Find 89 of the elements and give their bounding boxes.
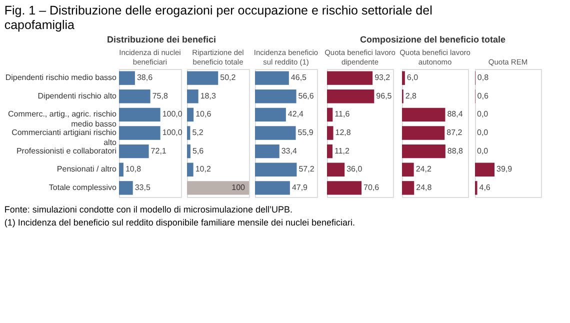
data-label: 10,8 bbox=[125, 164, 142, 174]
data-label: 38,6 bbox=[136, 73, 154, 82]
bar bbox=[327, 90, 374, 104]
bar bbox=[255, 162, 297, 176]
text: Composizione del beneficio totale bbox=[360, 34, 506, 44]
source-note: Fonte: simulazioni condotte con il modello di microsimulazione dell’UPB. bbox=[4, 204, 292, 214]
bar bbox=[187, 126, 190, 140]
bar bbox=[255, 144, 280, 158]
bar bbox=[327, 181, 362, 195]
data-label: 33,5 bbox=[134, 182, 151, 192]
bar bbox=[327, 162, 345, 176]
data-label: 36,0 bbox=[346, 164, 363, 174]
data-label: 0,8 bbox=[477, 73, 490, 82]
bar bbox=[187, 71, 218, 85]
text: Fig. 1 – Distribuzione delle erogazioni per occupazione e rischio settoriale del capofamiglia bbox=[4, 4, 432, 32]
bar bbox=[255, 181, 290, 195]
data-label: 56,6 bbox=[298, 91, 314, 100]
data-label: 88,8 bbox=[447, 146, 464, 156]
bar bbox=[402, 144, 446, 158]
y-tick-label: Dipendenti rischio alto bbox=[38, 91, 118, 100]
bar bbox=[119, 181, 133, 195]
data-label: 96,5 bbox=[376, 91, 392, 100]
data-label: 46,5 bbox=[290, 73, 308, 82]
y-tick-label: Commerc., artig., agric. rischio medio basso bbox=[8, 110, 118, 129]
bar bbox=[327, 126, 334, 140]
bar bbox=[255, 90, 296, 104]
data-label: 75,8 bbox=[152, 91, 168, 100]
data-label: 88,4 bbox=[447, 110, 464, 119]
bar bbox=[327, 108, 333, 122]
bar bbox=[327, 144, 332, 158]
data-label: 18,3 bbox=[200, 91, 216, 100]
data-label: 5,6 bbox=[192, 146, 204, 156]
bar bbox=[402, 108, 446, 122]
data-label: 11,6 bbox=[334, 110, 350, 119]
data-label: 0,0 bbox=[477, 110, 489, 119]
data-label: 12,8 bbox=[335, 128, 352, 137]
data-label: 39,9 bbox=[496, 164, 513, 174]
bar bbox=[119, 90, 150, 104]
chart-subtitle: Distribuzione dei benefici bbox=[106, 34, 216, 44]
data-label: 33,4 bbox=[281, 146, 298, 156]
y-tick-label: Totale complessivo bbox=[48, 182, 118, 192]
bar bbox=[402, 162, 414, 176]
bar bbox=[119, 71, 135, 85]
text: (1) Incidenza del beneficio sul reddito disponibile familiare mensile dei nuclei beneficiari. bbox=[4, 218, 356, 228]
bar bbox=[187, 90, 198, 104]
data-label: 0,6 bbox=[477, 91, 489, 100]
bar bbox=[255, 126, 296, 140]
data-label: 100 bbox=[232, 182, 246, 192]
data-label: 4,6 bbox=[479, 182, 491, 192]
data-label: 100,0 bbox=[162, 128, 183, 137]
bar bbox=[119, 162, 124, 176]
data-label: 5,2 bbox=[192, 128, 204, 137]
data-label: 42,4 bbox=[288, 110, 304, 119]
bar bbox=[119, 108, 160, 122]
bar bbox=[119, 144, 149, 158]
bar bbox=[327, 71, 373, 85]
data-label: 72,1 bbox=[150, 146, 167, 156]
data-label: 70,6 bbox=[364, 182, 380, 192]
bar bbox=[187, 181, 249, 195]
bar bbox=[187, 108, 194, 122]
bar bbox=[475, 162, 495, 176]
data-label: 24,8 bbox=[416, 182, 432, 192]
bar bbox=[187, 162, 194, 176]
data-label: 11,2 bbox=[334, 146, 350, 156]
y-tick-label: Pensionati / altro bbox=[56, 164, 118, 174]
bar bbox=[402, 126, 445, 140]
data-label: 87,2 bbox=[446, 128, 463, 137]
bar bbox=[255, 71, 289, 85]
bar bbox=[119, 126, 160, 140]
data-label: 6,0 bbox=[406, 73, 419, 82]
data-label: 2,8 bbox=[405, 91, 418, 100]
data-label: 10,2 bbox=[195, 164, 212, 174]
data-label: 47,9 bbox=[292, 182, 308, 192]
data-label: 50,2 bbox=[220, 73, 236, 82]
bar bbox=[187, 144, 190, 158]
data-label: 93,2 bbox=[374, 73, 391, 82]
y-tick-label: Professionisti e collaboratori bbox=[16, 146, 117, 156]
data-label: 0,0 bbox=[477, 128, 489, 137]
data-label: 0,0 bbox=[477, 146, 489, 156]
data-label: 10,6 bbox=[196, 110, 212, 119]
y-tick-label: Dipendenti rischio medio basso bbox=[5, 73, 118, 82]
y-tick-label: Commercianti artigiani rischio alto bbox=[12, 128, 118, 147]
bar bbox=[402, 181, 414, 195]
data-label: 55,9 bbox=[298, 128, 314, 137]
data-label: 57,2 bbox=[298, 164, 315, 174]
bar bbox=[402, 71, 405, 85]
data-label: 24,2 bbox=[416, 164, 432, 174]
bar bbox=[255, 108, 286, 122]
data-label: 100,0 bbox=[162, 110, 183, 119]
